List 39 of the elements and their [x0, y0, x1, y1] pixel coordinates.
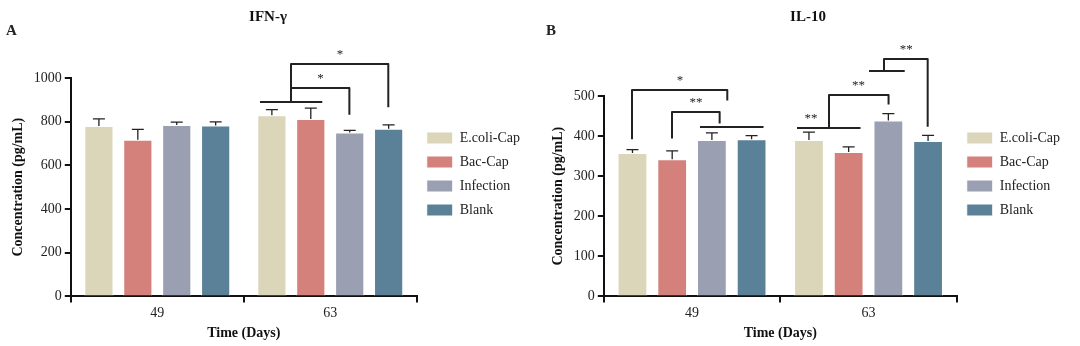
- annotation: **: [689, 94, 703, 110]
- y-tick-label: 0: [54, 288, 62, 304]
- legend-label: Blank: [459, 201, 494, 217]
- legend-label: Infection: [999, 177, 1051, 193]
- x-tick-label: 63: [323, 305, 338, 321]
- legend-label: E.coli-Cap: [459, 129, 521, 145]
- chart-title: IL-10: [790, 7, 826, 24]
- legend-label: Bac-Cap: [459, 153, 509, 169]
- y-tick-label: 0: [587, 288, 595, 304]
- y-tick-label: 500: [573, 87, 595, 103]
- x-tick-label: 63: [861, 305, 876, 321]
- text: **: [899, 40, 913, 56]
- annotation: **: [804, 109, 818, 125]
- text: B: [546, 22, 557, 39]
- y-tick-label: 200: [40, 244, 62, 260]
- y-tick-label: 100: [573, 247, 595, 263]
- x-tick-label: 49: [150, 305, 165, 321]
- legend-label: Infection: [459, 177, 511, 193]
- legend-label: Blank: [999, 201, 1034, 217]
- legend-label: E.coli-Cap: [999, 129, 1061, 145]
- text: **: [852, 77, 866, 93]
- x-tick-label: 49: [685, 305, 700, 321]
- y-tick-label: 800: [40, 113, 62, 129]
- y-tick-label: 600: [40, 157, 62, 173]
- x-axis-title: Time (Days): [207, 325, 281, 342]
- y-axis-title: Concentration (pg/mL): [550, 126, 567, 266]
- annotation: *: [317, 69, 324, 85]
- y-tick-label: 300: [573, 167, 595, 183]
- text: *: [676, 71, 684, 87]
- text: *: [336, 45, 344, 61]
- chart-title: IFN-γ: [249, 7, 287, 24]
- y-tick-label: 1000: [33, 69, 62, 85]
- y-axis-title: Concentration (pg/mL): [10, 117, 27, 257]
- y-tick-label: 400: [573, 127, 595, 143]
- text: A: [6, 22, 17, 39]
- legend-label: Bac-Cap: [999, 153, 1049, 169]
- y-tick-label: 400: [40, 200, 62, 216]
- x-axis-title: Time (Days): [743, 325, 818, 342]
- y-tick-label: 200: [573, 207, 595, 223]
